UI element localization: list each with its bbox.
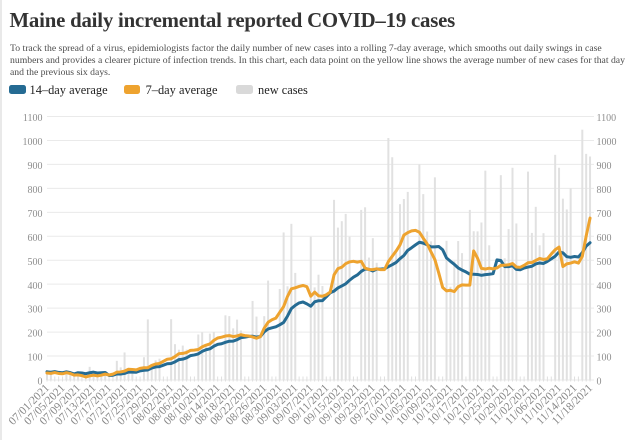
- svg-text:1100: 1100: [23, 113, 43, 124]
- svg-text:900: 900: [597, 161, 612, 172]
- svg-text:100: 100: [597, 353, 612, 364]
- svg-text:1000: 1000: [597, 137, 617, 148]
- svg-text:900: 900: [28, 161, 43, 172]
- svg-text:500: 500: [597, 257, 612, 268]
- svg-text:700: 700: [28, 209, 43, 220]
- svg-text:600: 600: [28, 233, 43, 244]
- svg-text:400: 400: [28, 281, 43, 292]
- svg-text:300: 300: [28, 305, 43, 316]
- svg-text:200: 200: [597, 329, 612, 340]
- svg-text:800: 800: [28, 185, 43, 196]
- svg-text:1000: 1000: [23, 137, 43, 148]
- svg-text:500: 500: [28, 257, 43, 268]
- svg-text:0: 0: [38, 377, 43, 388]
- svg-text:400: 400: [597, 281, 612, 292]
- svg-text:1100: 1100: [597, 113, 617, 124]
- svg-text:200: 200: [28, 329, 43, 340]
- svg-text:300: 300: [597, 305, 612, 316]
- svg-text:0: 0: [597, 377, 602, 388]
- svg-text:700: 700: [597, 209, 612, 220]
- svg-text:800: 800: [597, 185, 612, 196]
- svg-text:100: 100: [28, 353, 43, 364]
- svg-text:600: 600: [597, 233, 612, 244]
